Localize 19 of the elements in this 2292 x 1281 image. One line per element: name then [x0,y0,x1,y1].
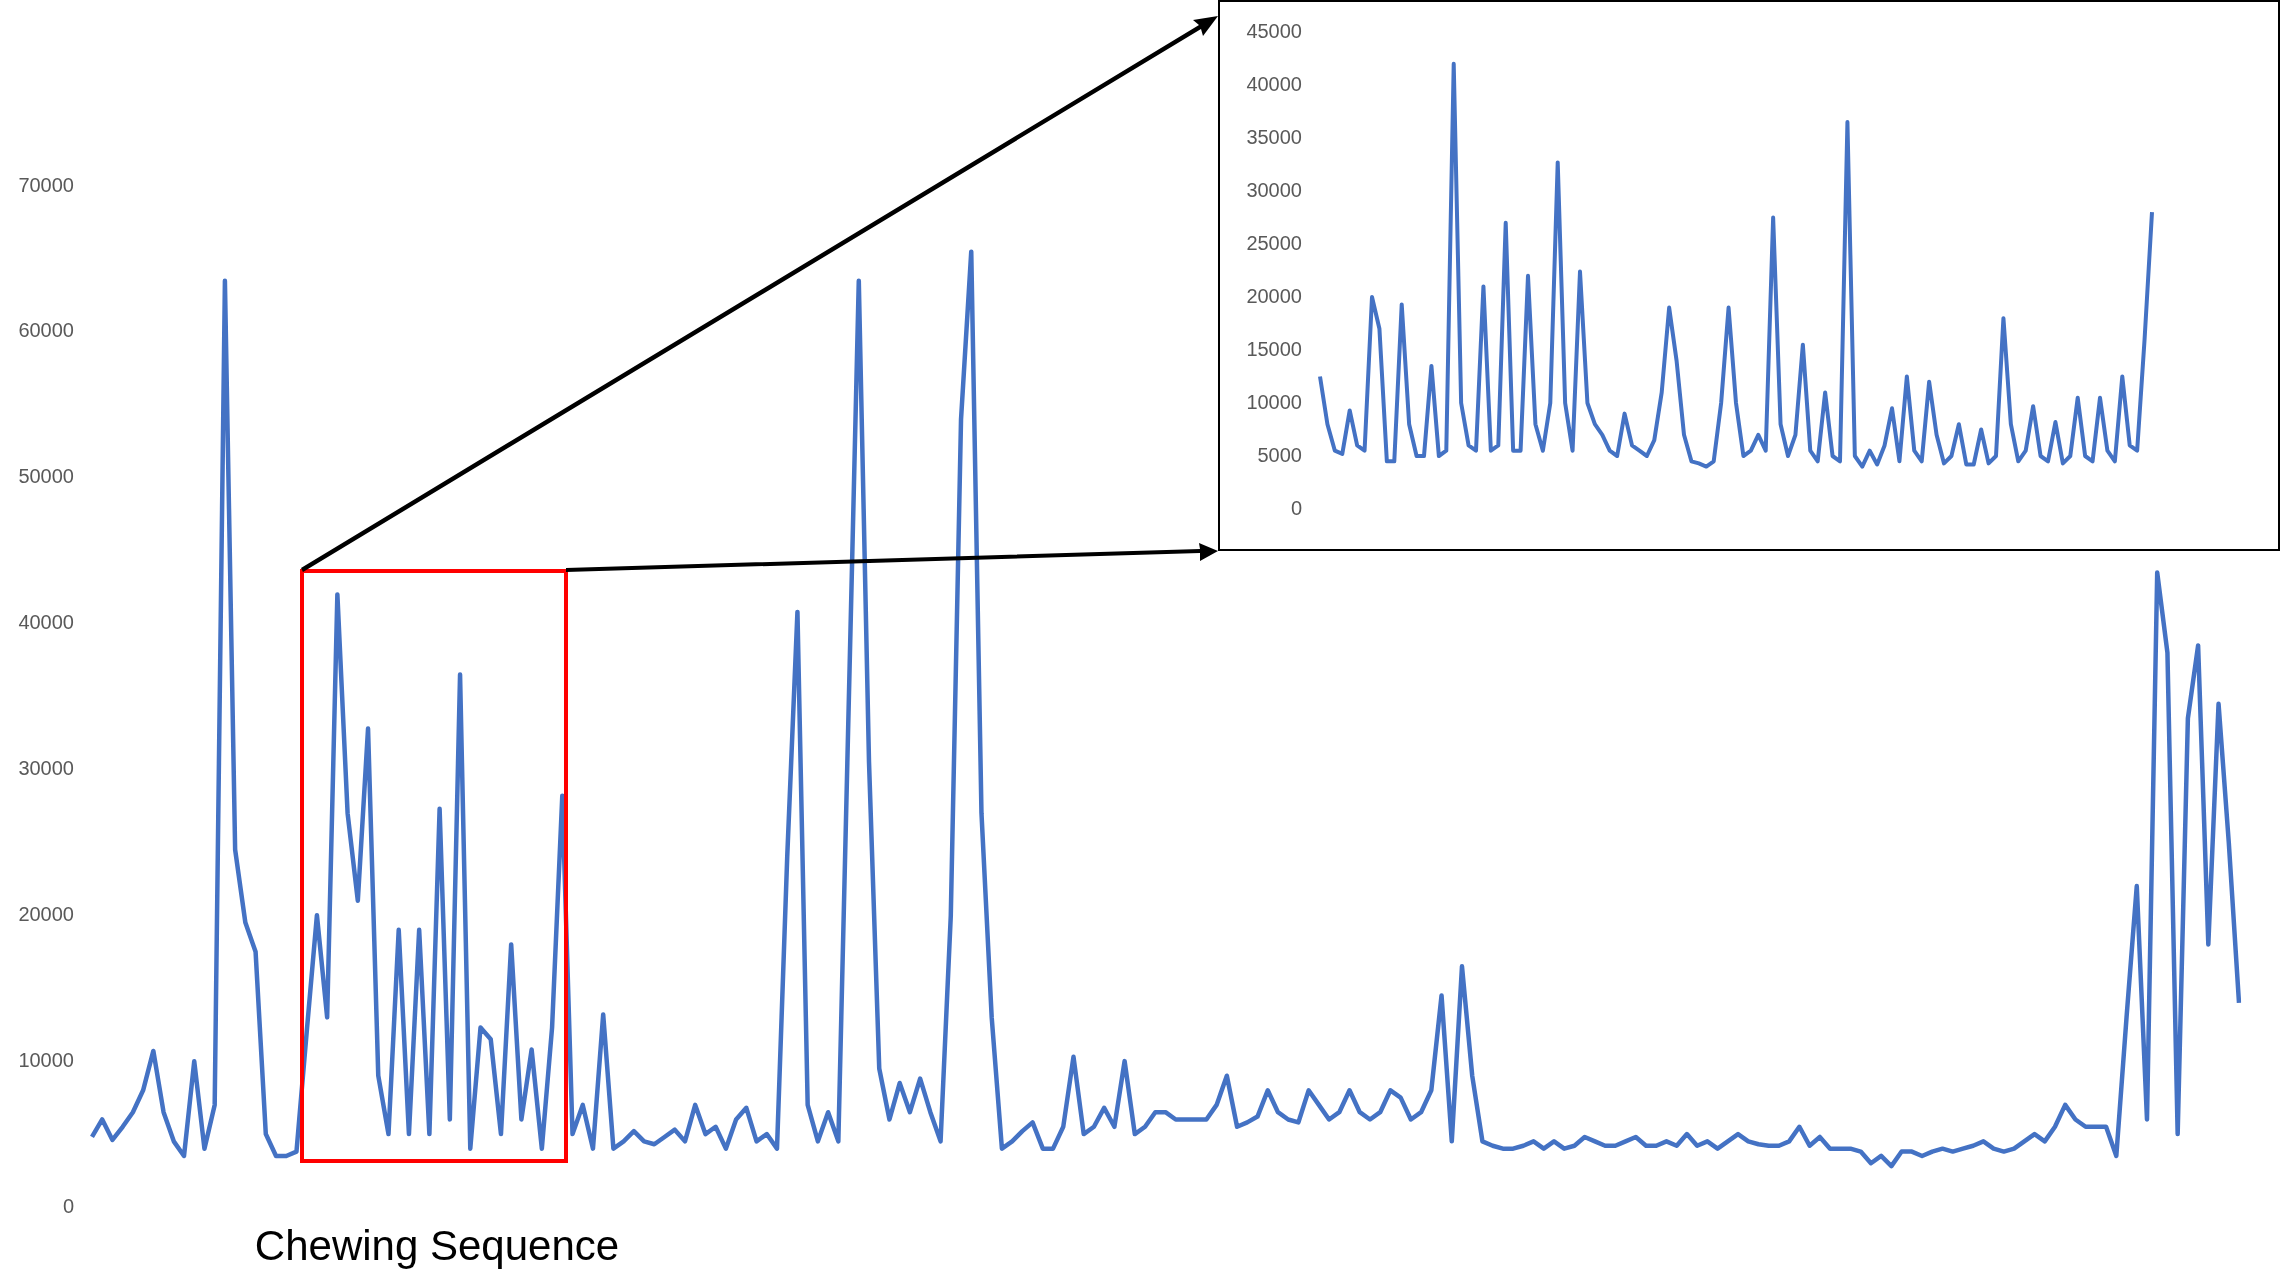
y-tick-label: 60000 [18,319,74,342]
y-tick-label: 50000 [18,465,74,488]
y-tick-label: 0 [62,1194,74,1217]
y-tick-label: 20000 [1246,284,1302,307]
y-tick-label: 40000 [18,611,74,634]
y-tick-label: 10000 [1246,390,1302,413]
y-tick-label: 30000 [1246,178,1302,201]
y-tick-label: 20000 [18,902,74,925]
y-tick-label: 25000 [1246,231,1302,254]
y-tick-label: 0 [1290,496,1302,519]
y-tick-label: 45000 [1246,19,1302,42]
y-tick-label: 15000 [1246,337,1302,360]
y-tick-label: 30000 [18,756,74,779]
y-tick-label: 5000 [1257,443,1302,466]
text: Chewing Sequence [253,1222,621,1270]
y-tick-label: 70000 [18,173,74,196]
y-tick-label: 35000 [1246,125,1302,148]
y-tick-label: 10000 [18,1048,74,1071]
y-tick-label: 40000 [1246,72,1302,95]
